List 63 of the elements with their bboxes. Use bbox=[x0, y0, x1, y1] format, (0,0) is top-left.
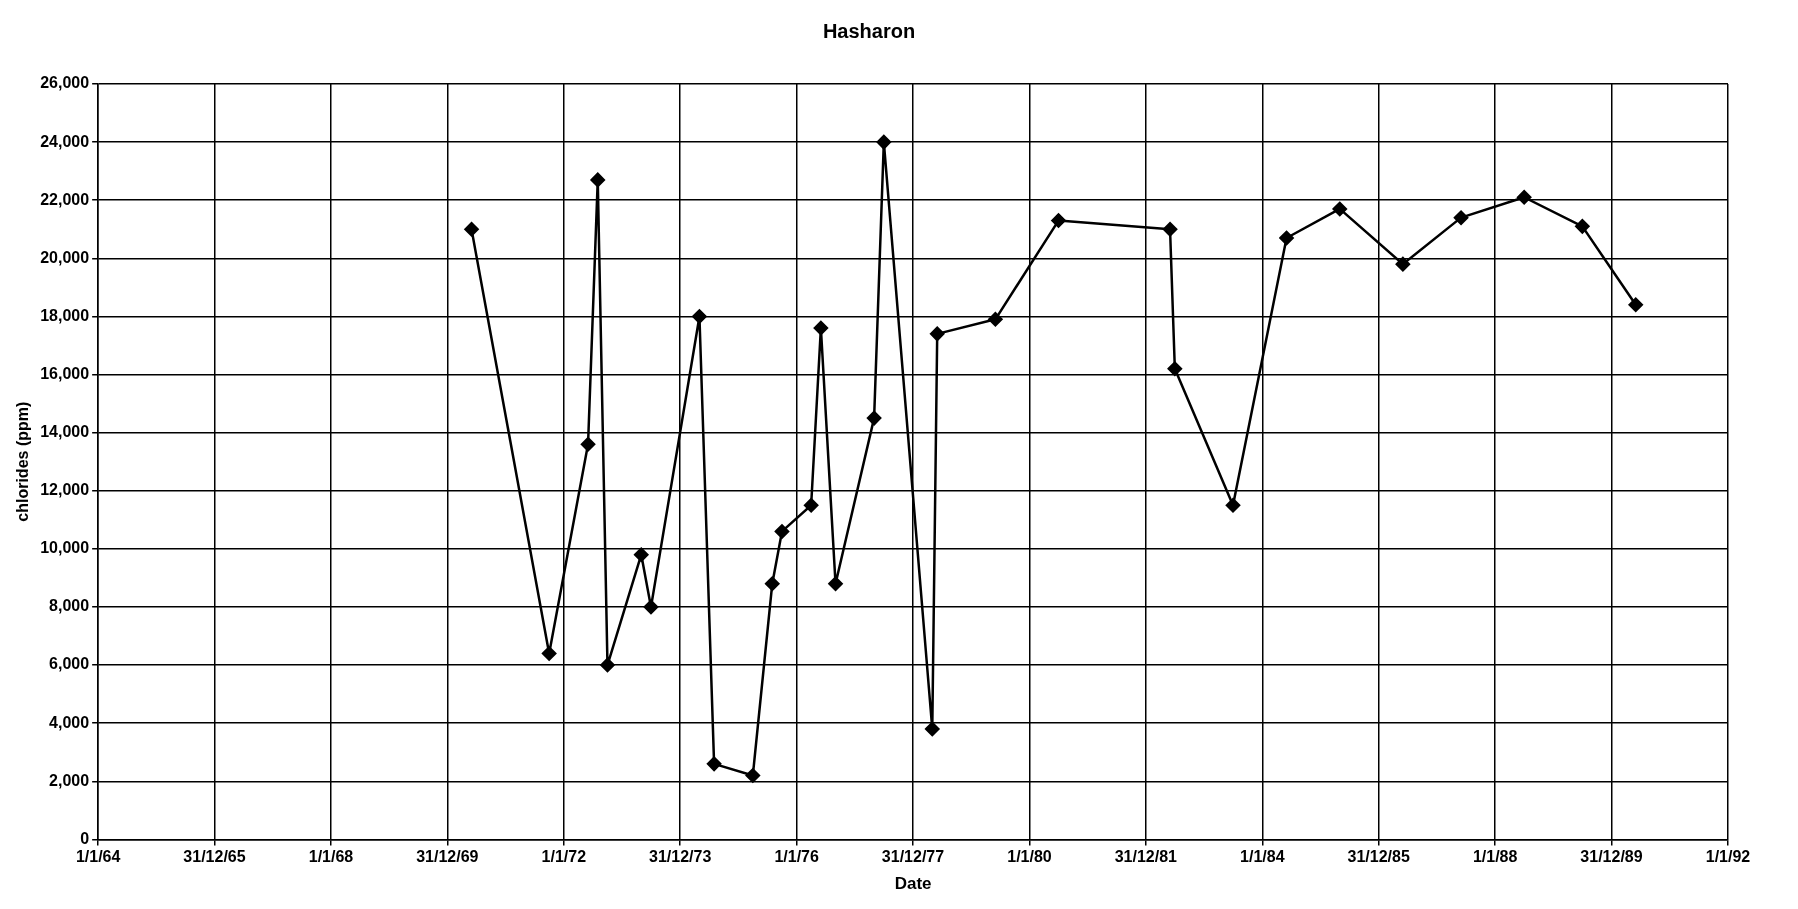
x-tick-label: 1/1/84 bbox=[1240, 848, 1285, 866]
y-tick-label: 6,000 bbox=[49, 655, 90, 673]
point bbox=[1162, 222, 1178, 237]
point bbox=[590, 172, 606, 188]
point bbox=[692, 309, 707, 324]
point bbox=[813, 320, 829, 336]
point bbox=[1395, 256, 1411, 272]
x-tick-label: 1/1/68 bbox=[308, 848, 354, 866]
y-tick-label: 10,000 bbox=[40, 539, 90, 557]
point bbox=[866, 410, 882, 426]
x-tick-label: 1/1/72 bbox=[541, 848, 587, 866]
y-tick-label: 24,000 bbox=[40, 132, 90, 150]
x-tick-label: 31/12/65 bbox=[183, 848, 246, 866]
y-tick-label: 2,000 bbox=[49, 771, 90, 789]
x-tick-label: 31/12/73 bbox=[649, 848, 712, 866]
point bbox=[1628, 297, 1643, 313]
chart-title: Hasharon bbox=[822, 19, 916, 42]
point bbox=[745, 768, 761, 783]
x-tick-label: 1/1/88 bbox=[1472, 848, 1518, 866]
y-tick-label: 26,000 bbox=[40, 74, 90, 92]
point bbox=[765, 576, 780, 591]
y-tick-label: 12,000 bbox=[40, 481, 90, 499]
x-tick-label: 31/12/77 bbox=[881, 848, 945, 866]
point bbox=[1516, 190, 1532, 205]
point bbox=[774, 524, 790, 539]
x-tick-label: 1/1/64 bbox=[75, 848, 121, 866]
y-tick-label: 4,000 bbox=[49, 713, 90, 731]
point bbox=[1225, 498, 1241, 513]
point bbox=[1167, 361, 1183, 376]
y-axis-title: chlorides (ppm) bbox=[14, 401, 32, 522]
y-tick-label: 20,000 bbox=[40, 248, 90, 266]
point bbox=[580, 437, 596, 452]
x-axis-title: Date bbox=[894, 874, 932, 894]
point bbox=[1575, 219, 1590, 234]
point bbox=[988, 312, 1003, 327]
point bbox=[929, 326, 945, 342]
y-tick-label: 14,000 bbox=[40, 423, 90, 441]
point bbox=[706, 756, 722, 772]
point bbox=[1279, 230, 1294, 246]
x-tick-label: 31/12/81 bbox=[1114, 848, 1178, 866]
point bbox=[828, 576, 843, 591]
point bbox=[1332, 201, 1348, 217]
y-tick-label: 8,000 bbox=[49, 597, 90, 615]
point bbox=[1051, 213, 1066, 228]
y-tick-label: 18,000 bbox=[40, 306, 90, 324]
y-tick-label: 22,000 bbox=[40, 190, 90, 208]
x-tick-label: 1/1/76 bbox=[774, 848, 819, 866]
x-tick-label: 31/12/85 bbox=[1347, 848, 1410, 866]
point bbox=[600, 657, 615, 673]
point bbox=[464, 222, 479, 237]
point bbox=[643, 599, 659, 615]
y-tick-label: 0 bbox=[80, 829, 90, 847]
point bbox=[876, 134, 892, 150]
point bbox=[1453, 210, 1469, 225]
x-tick-label: 1/1/92 bbox=[1705, 848, 1751, 866]
x-tick-label: 1/1/80 bbox=[1007, 848, 1052, 866]
point bbox=[634, 547, 649, 562]
point bbox=[925, 721, 940, 737]
point bbox=[541, 646, 557, 661]
x-tick-label: 31/12/89 bbox=[1580, 848, 1643, 866]
point bbox=[803, 498, 819, 513]
y-tick-label: 16,000 bbox=[40, 364, 90, 382]
x-tick-label: 31/12/69 bbox=[416, 848, 479, 866]
